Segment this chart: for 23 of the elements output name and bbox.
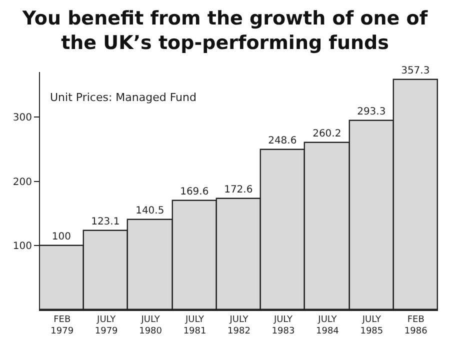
- x-tick-label: JULY 1979: [94, 314, 118, 336]
- data-label: 293.3: [357, 106, 386, 118]
- x-tick-label: JULY 1985: [360, 314, 384, 336]
- chart-title: You benefit from the growth of one of the UK’s top-performing funds: [21, 8, 428, 54]
- x-tick-label: JULY 1980: [139, 314, 162, 336]
- x-tick-label: FEB 1986: [404, 314, 428, 336]
- data-label: 169.6: [180, 186, 209, 198]
- y-tick-label: 200: [12, 176, 32, 188]
- data-label: 260.2: [312, 128, 342, 140]
- data-label: 248.6: [268, 135, 297, 146]
- y-tick-label: 300: [12, 112, 32, 124]
- x-tick-label: JULY 1983: [272, 314, 295, 336]
- x-tick-label: FEB 1979: [50, 314, 74, 336]
- x-tick-label: JULY 1984: [316, 314, 340, 336]
- data-label: 357.3: [401, 65, 430, 76]
- data-label: 172.6: [224, 184, 253, 196]
- data-label: 140.5: [136, 205, 164, 216]
- annotation: Unit Prices: Managed Fund: [50, 91, 196, 104]
- y-tick-label: 100: [12, 241, 32, 252]
- x-tick-label: JULY 1982: [228, 314, 250, 336]
- data-label: 100: [52, 231, 71, 242]
- data-label: 123.1: [91, 216, 120, 228]
- x-tick-label: JULY 1981: [183, 314, 206, 336]
